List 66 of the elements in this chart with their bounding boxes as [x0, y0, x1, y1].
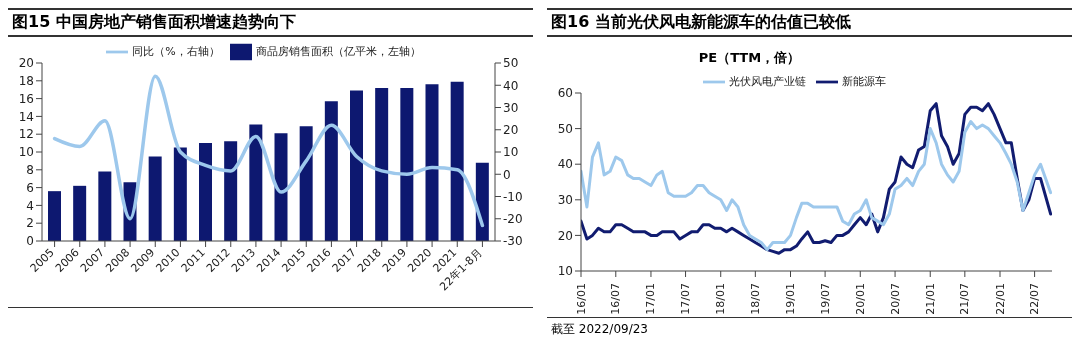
x-tick-label: 21/07 — [958, 283, 972, 315]
y-tick-label: 6 — [26, 180, 34, 195]
x-tick-label: 22/01 — [993, 283, 1007, 315]
x-tick-label: 20/01 — [853, 283, 867, 315]
bar — [98, 171, 112, 241]
y-tick-label: 14 — [18, 109, 34, 124]
bar — [224, 141, 238, 241]
x-tick-label: 21/01 — [923, 283, 937, 315]
y2-tick-label: 40 — [503, 78, 519, 93]
y-tick-label: 40 — [557, 157, 573, 172]
y2-tick-label: -10 — [503, 189, 523, 204]
bar — [475, 162, 489, 241]
y-tick-label: 20 — [18, 56, 34, 71]
x-tick-label: 16/07 — [609, 283, 623, 315]
bar — [274, 133, 288, 241]
y-tick-label: 8 — [26, 163, 34, 178]
y-tick-label: 50 — [557, 121, 573, 136]
text: 截至 2022/09/23 — [551, 322, 648, 336]
bar — [450, 81, 464, 241]
y-tick-label: 20 — [557, 228, 573, 243]
x-tick-label: 20/07 — [888, 283, 902, 315]
bar — [73, 185, 87, 241]
bar — [375, 87, 389, 241]
bar — [350, 90, 363, 241]
chart-subtitle: PE（TTM，倍） — [697, 49, 802, 67]
bar — [199, 143, 212, 241]
y2-tick-label: 0 — [503, 167, 511, 182]
legend-label: 光伏风电产业链 — [729, 75, 806, 88]
y-tick-label: 10 — [557, 264, 573, 279]
bar — [299, 126, 313, 241]
y-tick-label: 16 — [18, 91, 34, 106]
bar — [173, 147, 187, 241]
y-tick-label: 30 — [557, 193, 573, 208]
chart-title: 图15 中国房地产销售面积增速趋势向下 — [8, 8, 533, 37]
legend-label: 商品房销售面积（亿平米，左轴） — [255, 45, 421, 58]
x-tick-label: 17/07 — [679, 283, 693, 315]
x-tick-label: 18/07 — [748, 283, 762, 315]
y2-tick-label: -30 — [503, 234, 523, 249]
y2-tick-label: 50 — [503, 56, 519, 71]
y-tick-label: 18 — [18, 74, 34, 89]
y-tick-label: 4 — [26, 198, 34, 213]
y-tick-label: 2 — [26, 216, 34, 231]
y2-tick-label: 30 — [503, 100, 519, 115]
x-tick-label: 17/01 — [644, 283, 658, 315]
bar — [249, 124, 263, 241]
line-series — [52, 74, 485, 228]
x-tick-label: 16/01 — [574, 283, 588, 315]
bar — [425, 84, 439, 241]
bar — [48, 191, 61, 241]
legend-label: 同比（%，右轴） — [132, 45, 220, 58]
x-tick-label: 19/01 — [784, 283, 797, 315]
y2-tick-label: -20 — [503, 212, 523, 227]
y2-tick-label: 20 — [503, 123, 519, 138]
x-tick-label: 18/01 — [714, 283, 728, 315]
x-tick-label: 22/07 — [1028, 283, 1042, 315]
y-tick-label: 12 — [18, 127, 34, 142]
y-tick-label: 60 — [557, 86, 573, 101]
bar — [400, 87, 414, 241]
chart-title: 图16 当前光伏风电新能源车的估值已较低 — [547, 8, 1072, 37]
y-tick-label: 10 — [18, 145, 34, 160]
x-tick-label: 19/07 — [818, 283, 832, 315]
y2-tick-label: 10 — [503, 145, 519, 160]
legend-label: 新能源车 — [842, 75, 886, 88]
y-tick-label: 0 — [26, 234, 34, 249]
bar — [324, 101, 338, 241]
bar — [148, 156, 162, 241]
